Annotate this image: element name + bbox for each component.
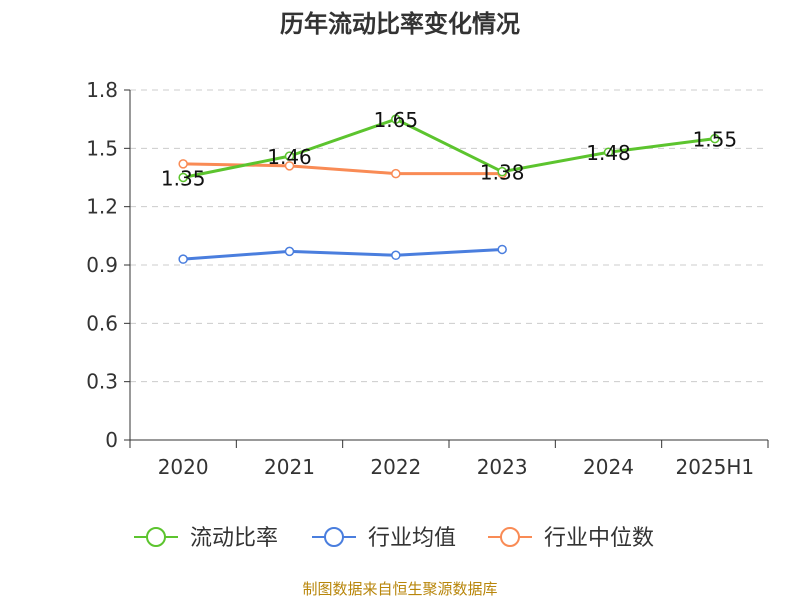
legend-label: 行业均值 [368, 526, 456, 551]
data-point [391, 114, 401, 124]
data-point [178, 172, 188, 183]
series-layer [178, 114, 720, 264]
y-tick-label: 0.9 [86, 253, 118, 277]
x-tick-label: 2022 [370, 455, 421, 479]
y-tick-label: 1.5 [86, 136, 118, 160]
legend-label: 行业中位数 [544, 526, 654, 551]
legend-marker [324, 527, 344, 547]
data-label: 1.38 [480, 161, 525, 185]
data-point [497, 244, 507, 255]
data-point [497, 166, 507, 177]
axis-layer: 0 0.3 0.6 0.9 1.2 1.5 1.8 2020 2021 2022 2023 2024 2… [86, 78, 769, 479]
data-label: 1.55 [693, 128, 738, 152]
legend: 流动比率 行业均值 行业中位数 [134, 526, 654, 551]
y-tick-label: 0.3 [86, 370, 118, 394]
data-point [603, 147, 614, 157]
series-line [182, 117, 716, 179]
x-tick-label: 2021 [264, 455, 315, 479]
y-tick-label: 1.2 [86, 195, 118, 219]
y-tick-label: 0 [105, 428, 118, 452]
x-tick-label: 2020 [158, 455, 209, 479]
y-tick-label: 0.6 [86, 311, 118, 335]
data-label: 1.65 [374, 108, 419, 132]
data-label: 1.35 [161, 167, 206, 191]
y-tick-label: 1.8 [86, 78, 118, 102]
source-note: 制图数据来自恒生聚源数据库 [302, 580, 498, 598]
data-label: 1.48 [586, 141, 631, 165]
chart-title: 历年流动比率变化情况 [280, 10, 520, 38]
grid-layer [130, 89, 768, 383]
data-point [284, 151, 295, 161]
series-line [183, 162, 503, 176]
x-tick-label: 2024 [583, 455, 634, 479]
data-label: 1.46 [267, 145, 312, 169]
legend-label: 流动比率 [190, 526, 278, 551]
x-tick-label: 2023 [477, 455, 528, 479]
data-point [710, 133, 720, 144]
series-line [183, 247, 503, 261]
data-point [391, 250, 401, 261]
data-point [391, 168, 401, 179]
legend-marker [146, 527, 166, 547]
data-point [284, 161, 295, 171]
data-point [178, 159, 188, 169]
data-point [284, 246, 295, 257]
data-point [178, 254, 188, 264]
legend-marker [500, 527, 520, 547]
x-tick-label: 2025H1 [675, 455, 754, 479]
data-label-layer: 1.35 1.46 1.65 1.38 1.48 1.55 [161, 108, 737, 190]
